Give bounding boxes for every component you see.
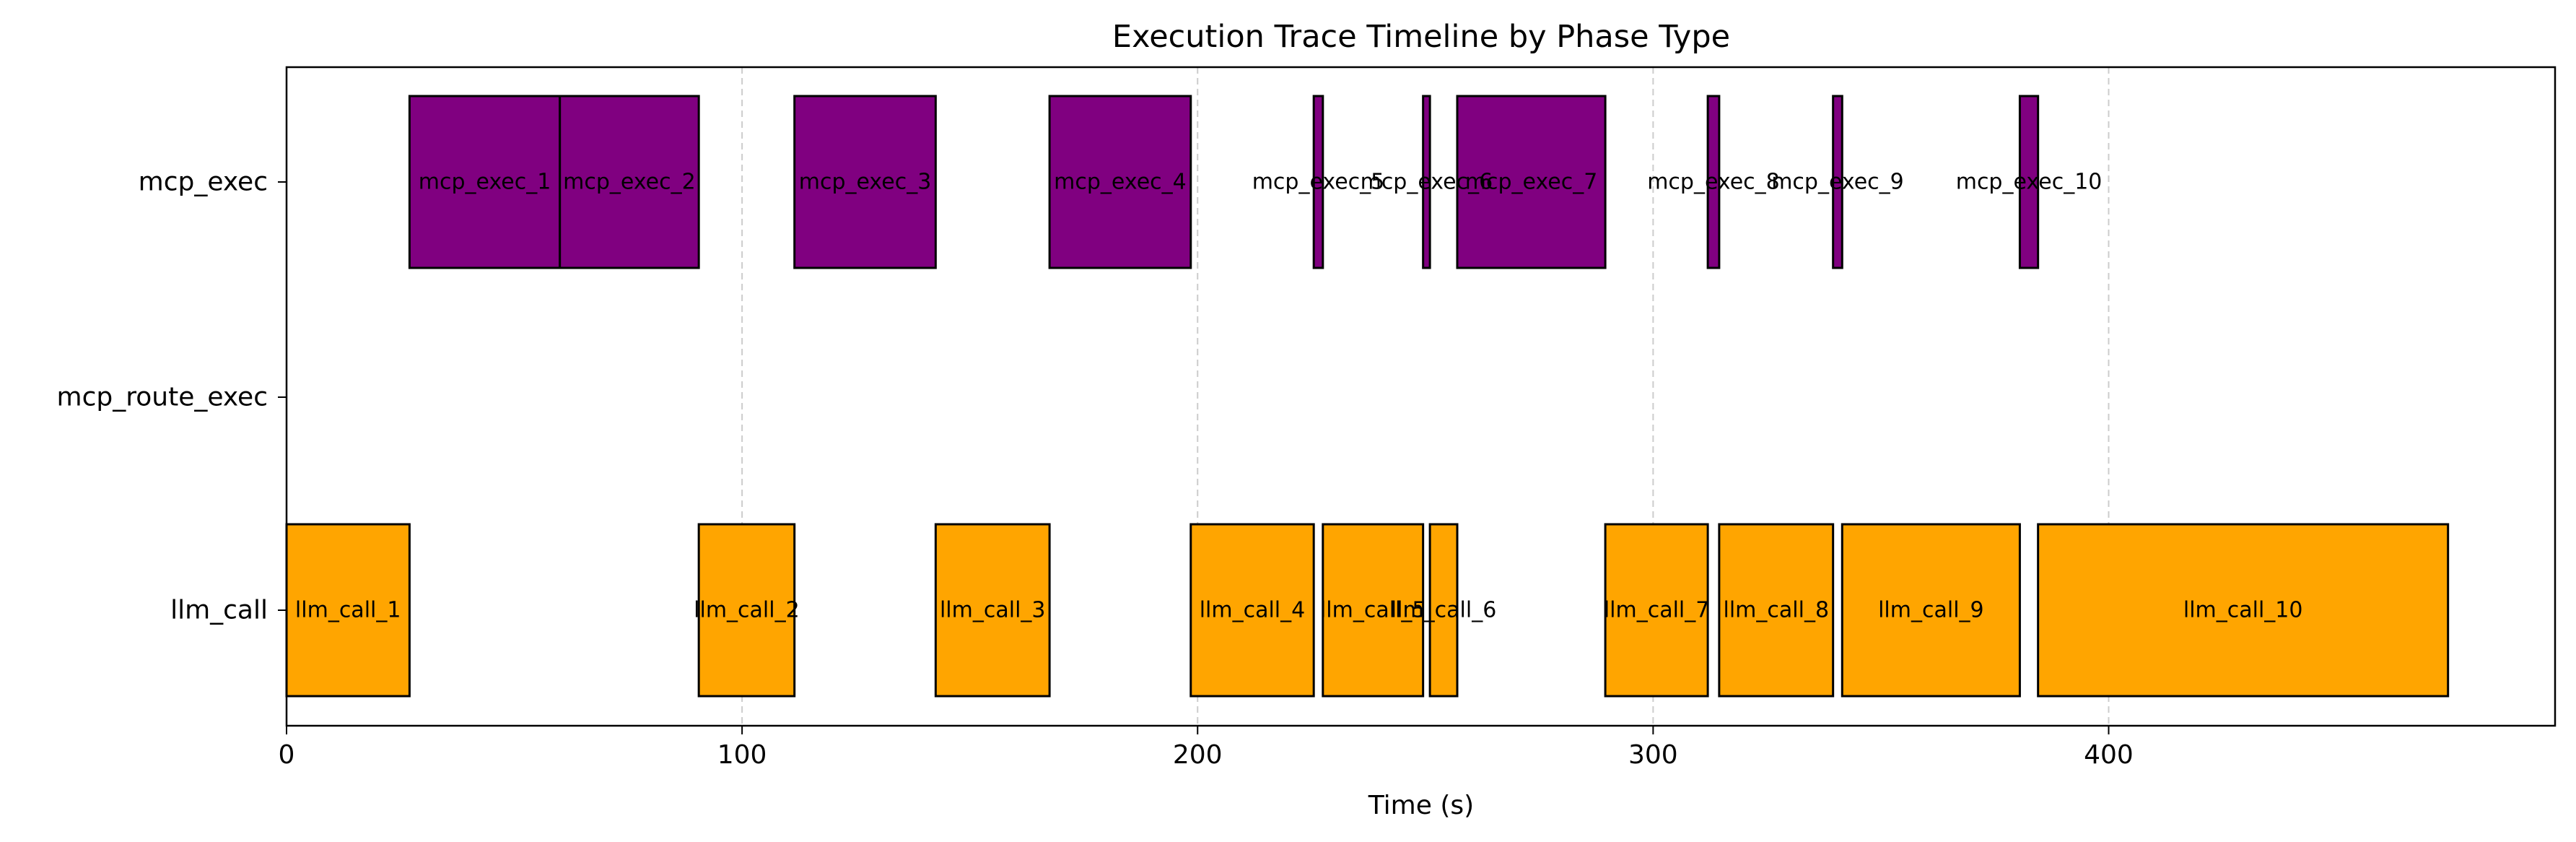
bar-label-mcp-exec-3: mcp_exec_3	[799, 170, 932, 195]
bar-mcp-exec-2	[559, 95, 700, 269]
bar-llm-call-10	[2037, 523, 2450, 698]
x-tick-label: 300	[1628, 740, 1678, 770]
bar-llm-call-4	[1189, 523, 1315, 698]
bar-mcp-exec-1	[408, 95, 562, 269]
bar-label-llm-call-9: llm_call_9	[1878, 598, 1984, 623]
bar-mcp-exec-7	[1456, 95, 1607, 269]
grid-lines	[741, 67, 2110, 726]
bar-label-llm-call-6: llm_call_6	[1391, 598, 1497, 623]
x-axis-ticks: 0 100 200 300 400	[279, 726, 2134, 770]
bar-label-llm-call-7: llm_call_7	[1604, 598, 1710, 623]
bar-label-llm-call-1: llm_call_1	[295, 598, 401, 623]
bar-llm-call-1	[285, 523, 411, 698]
bar-llm-call-8	[1718, 523, 1835, 698]
bar-mcp-exec-5	[1312, 95, 1324, 269]
bar-label-mcp-exec-5: mcp_exec_5	[1252, 170, 1385, 195]
x-tick-label: 400	[2084, 740, 2134, 770]
x-tick-label: 200	[1173, 740, 1223, 770]
bar-label-llm-call-4: llm_call_4	[1200, 598, 1306, 623]
bar-llm-call-6	[1428, 523, 1459, 698]
bar-label-mcp-exec-1: mcp_exec_1	[419, 170, 551, 195]
y-tick-label-mcp-exec: mcp_exec	[139, 168, 268, 197]
y-tick-label-llm-call: llm_call	[170, 596, 268, 625]
bar-label-mcp-exec-9: mcp_exec_9	[1771, 170, 1904, 195]
bar-llm-call-9	[1841, 523, 2021, 698]
bar-label-llm-call-8: llm_call_8	[1724, 598, 1830, 623]
x-axis-label: Time (s)	[1368, 791, 1474, 820]
bar-mcp-exec-8	[1706, 95, 1721, 269]
bar-labels: mcp_exec_1 mcp_exec_2 mcp_exec_3 mcp_exec_4…	[295, 170, 2303, 623]
bars	[285, 95, 2450, 698]
bar-label-llm-call-5: llm_call_5	[1320, 598, 1426, 623]
bar-label-mcp-exec-7: mcp_exec_7	[1465, 170, 1598, 195]
bar-llm-call-3	[934, 523, 1051, 698]
y-tick-label-mcp-route-exec: mcp_route_exec	[57, 383, 268, 412]
bar-label-mcp-exec-2: mcp_exec_2	[563, 170, 696, 195]
bar-label-llm-call-2: llm_call_2	[694, 598, 800, 623]
y-axis-ticks: llm_call mcp_route_exec mcp_exec	[57, 168, 287, 625]
bar-llm-call-7	[1604, 523, 1709, 698]
bar-label-mcp-exec-10: mcp_exec_10	[1956, 170, 2103, 195]
bar-label-llm-call-3: llm_call_3	[940, 598, 1046, 623]
bar-mcp-exec-4	[1048, 95, 1192, 269]
chart-title: Execution Trace Timeline by Phase Type	[1112, 19, 1730, 55]
bar-mcp-exec-10	[2018, 95, 2040, 269]
x-tick-label: 0	[279, 740, 295, 770]
x-tick-label: 100	[717, 740, 767, 770]
bar-label-llm-call-10: llm_call_10	[2183, 598, 2303, 623]
bar-mcp-exec-6	[1422, 95, 1431, 269]
bar-label-mcp-exec-6: mcp_exec_6	[1361, 170, 1493, 195]
bar-mcp-exec-3	[793, 95, 937, 269]
bar-llm-call-2	[697, 523, 796, 698]
bar-label-mcp-exec-8: mcp_exec_8	[1647, 170, 1780, 195]
bar-label-mcp-exec-4: mcp_exec_4	[1054, 170, 1187, 195]
bar-mcp-exec-9	[1832, 95, 1843, 269]
bar-llm-call-5	[1322, 523, 1425, 698]
